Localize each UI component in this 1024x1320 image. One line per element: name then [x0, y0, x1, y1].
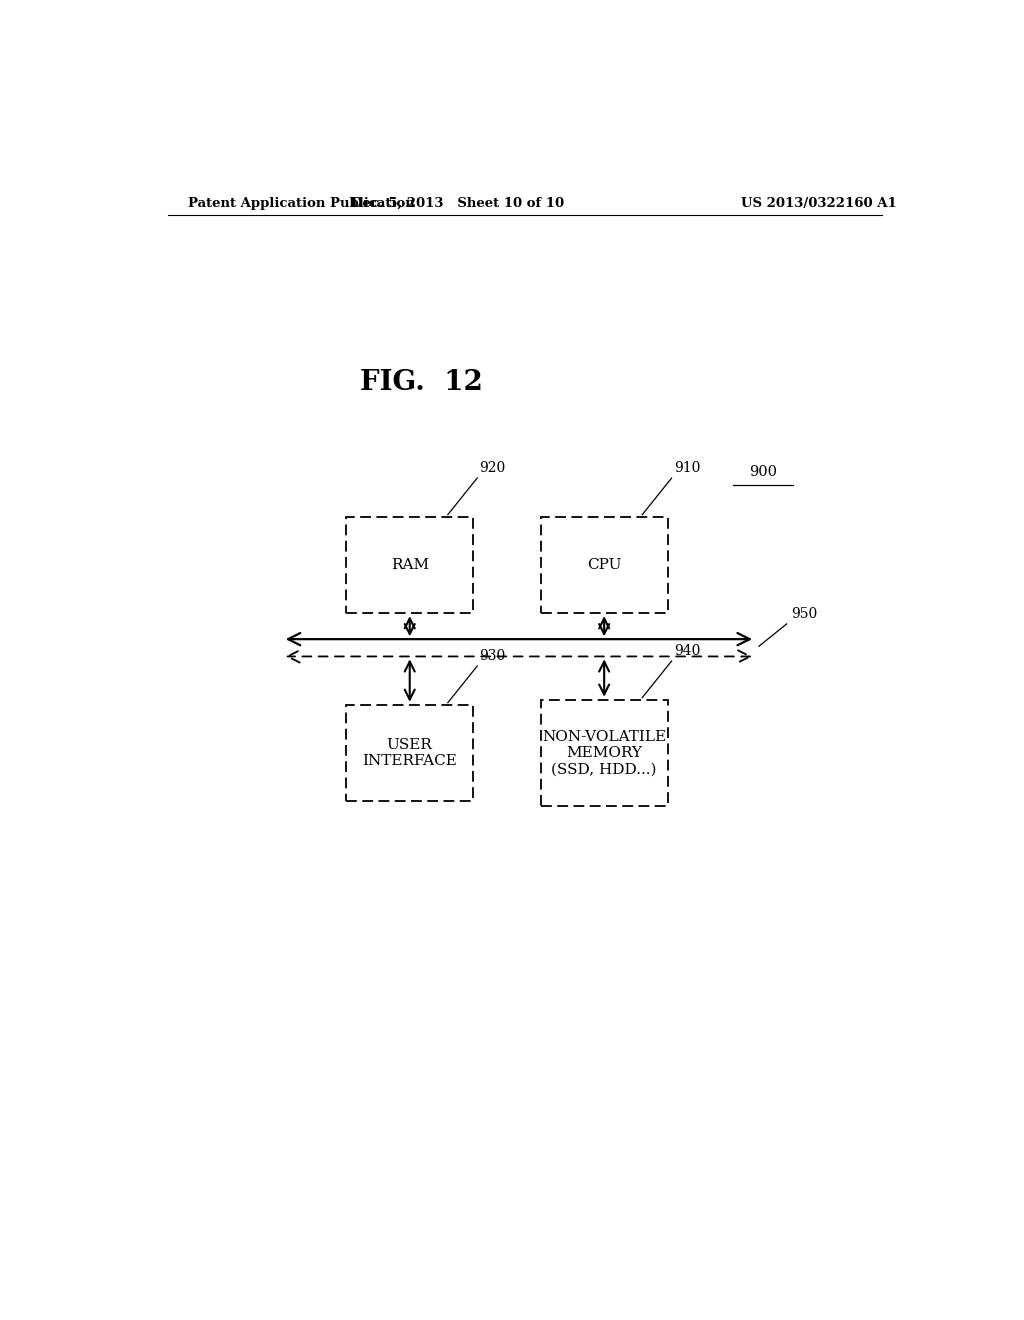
Bar	[541, 700, 668, 807]
Text: 930: 930	[479, 649, 506, 663]
Bar	[346, 516, 473, 614]
Text: RAM: RAM	[391, 558, 429, 572]
Text: FIG.  12: FIG. 12	[360, 368, 483, 396]
Text: USER
INTERFACE: USER INTERFACE	[362, 738, 457, 768]
Text: 900: 900	[749, 465, 777, 479]
Text: US 2013/0322160 A1: US 2013/0322160 A1	[740, 197, 896, 210]
Bar	[346, 705, 473, 801]
Text: 950: 950	[791, 607, 817, 620]
Text: 940: 940	[674, 644, 700, 657]
Text: CPU: CPU	[587, 558, 622, 572]
Text: NON-VOLATILE
MEMORY
(SSD, HDD...): NON-VOLATILE MEMORY (SSD, HDD...)	[542, 730, 667, 776]
Text: 920: 920	[479, 461, 506, 475]
Bar	[541, 516, 668, 614]
Text: 910: 910	[674, 461, 700, 475]
Text: Patent Application Publication: Patent Application Publication	[187, 197, 415, 210]
Text: Dec. 5, 2013   Sheet 10 of 10: Dec. 5, 2013 Sheet 10 of 10	[351, 197, 564, 210]
